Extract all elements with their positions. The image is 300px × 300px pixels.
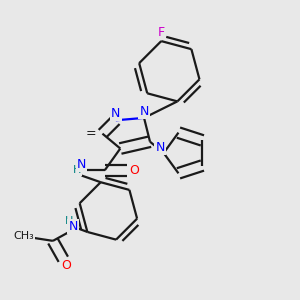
Text: N: N (140, 105, 149, 118)
Text: N: N (155, 141, 165, 154)
Text: CH₃: CH₃ (14, 230, 34, 241)
Text: H: H (65, 216, 74, 226)
Text: O: O (61, 259, 71, 272)
Text: H: H (72, 165, 81, 175)
Text: N: N (111, 107, 121, 120)
Text: F: F (158, 26, 165, 39)
Text: O: O (130, 164, 140, 177)
Text: N: N (77, 158, 86, 171)
Text: N: N (68, 220, 78, 233)
Text: =: = (86, 127, 97, 140)
